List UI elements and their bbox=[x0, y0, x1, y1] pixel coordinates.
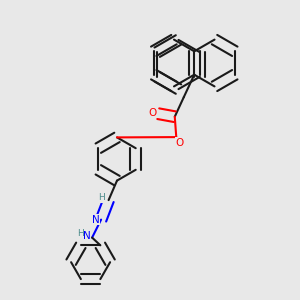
Text: O: O bbox=[175, 137, 183, 148]
Text: N: N bbox=[92, 214, 100, 225]
Text: N: N bbox=[83, 231, 91, 241]
Text: H: H bbox=[98, 193, 104, 202]
Text: H: H bbox=[77, 230, 83, 238]
Text: O: O bbox=[149, 108, 157, 118]
